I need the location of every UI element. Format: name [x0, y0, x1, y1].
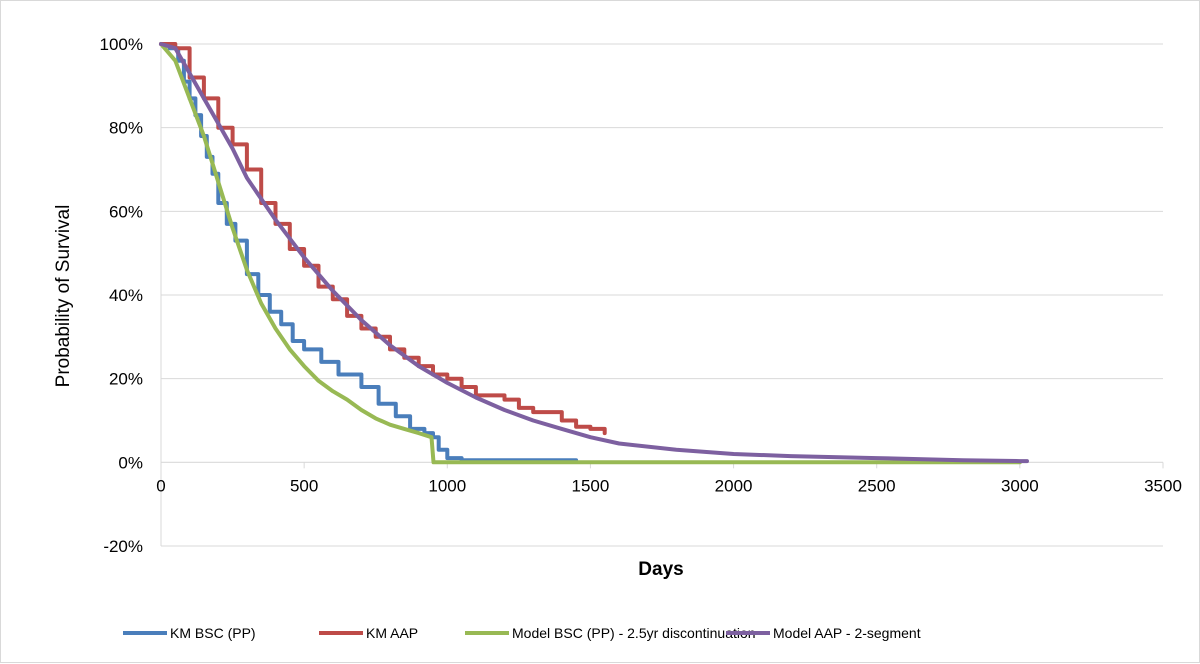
y-tick-labels: -20% 0% 20% 40% 60% 80% 100% — [100, 35, 143, 556]
legend: KM BSC (PP) KM AAP Model BSC (PP) - 2.5yr … — [123, 625, 921, 641]
series-line-3 — [159, 42, 1029, 464]
series-line-0 — [159, 42, 579, 463]
y-tick-label: -20% — [103, 537, 143, 556]
x-tick-label: 0 — [156, 476, 165, 495]
y-tick-label: 100% — [100, 35, 143, 54]
legend-label: Model AAP - 2-segment — [773, 625, 921, 641]
series-line-2 — [159, 42, 1022, 465]
series-lines — [159, 42, 1029, 465]
y-tick-label: 80% — [109, 119, 143, 138]
x-axis-title: Days — [638, 559, 683, 580]
x-tick-label: 2000 — [715, 476, 753, 495]
legend-label: Model BSC (PP) - 2.5yr discontinuation — [512, 625, 756, 641]
legend-label: KM BSC (PP) — [170, 625, 256, 641]
x-tick-labels: 0 500 1000 1500 2000 2500 3000 3500 — [156, 476, 1182, 495]
x-tick-label: 3500 — [1144, 476, 1182, 495]
y-tick-label: 20% — [109, 370, 143, 389]
x-tick-label: 1500 — [572, 476, 610, 495]
series-line-1 — [159, 42, 607, 436]
y-tick-label: 0% — [118, 453, 143, 472]
y-tick-label: 60% — [109, 202, 143, 221]
y-tick-label: 40% — [109, 286, 143, 305]
x-tick-label: 3000 — [1001, 476, 1039, 495]
legend-label: KM AAP — [366, 625, 418, 641]
x-tick-label: 1000 — [428, 476, 466, 495]
gridlines — [161, 43, 1163, 547]
x-tick-label: 2500 — [858, 476, 896, 495]
y-axis-title: Probability of Survival — [53, 205, 74, 388]
x-tick-label: 500 — [290, 476, 318, 495]
